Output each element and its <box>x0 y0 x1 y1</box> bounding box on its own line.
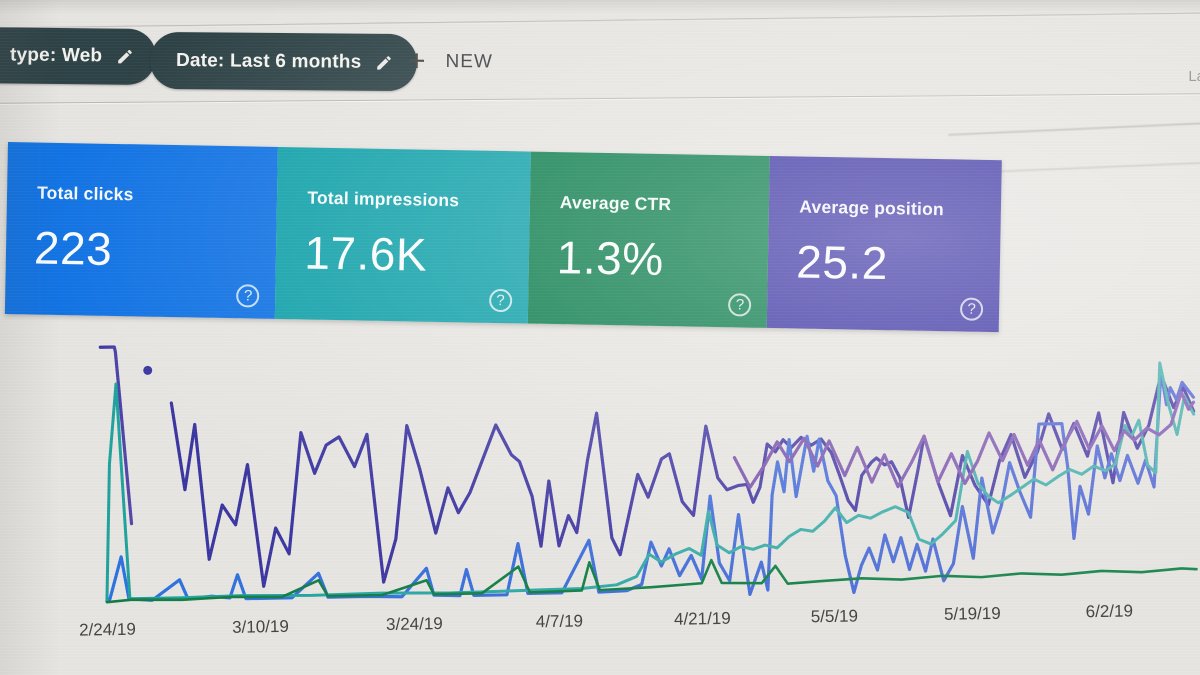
new-filter-label: NEW <box>445 50 493 73</box>
plus-icon: + <box>407 44 426 78</box>
help-icon[interactable]: ? <box>488 288 513 313</box>
violet-line <box>732 390 1196 489</box>
x-tick-label: 5/5/19 <box>810 606 859 627</box>
filter-chip-label: Date: Last 6 months <box>175 49 362 73</box>
x-tick-label: 3/24/19 <box>385 614 443 635</box>
metric-card-label: Total clicks <box>36 182 134 205</box>
x-tick-label: 4/21/19 <box>673 608 731 629</box>
metric-card-label: Total impressions <box>307 187 460 211</box>
x-tick-label: 5/19/19 <box>943 603 1001 624</box>
help-icon[interactable]: ? <box>959 297 984 321</box>
performance-chart-svg[interactable] <box>57 324 1200 615</box>
data-point-dot <box>143 365 153 375</box>
filter-chip-search-type[interactable]: type: Web <box>0 27 157 85</box>
metric-card-total-clicks[interactable]: Total clicks 223 ? <box>4 142 279 319</box>
cropped-text-top-right: La <box>1188 68 1200 85</box>
new-filter-button[interactable]: + NEW <box>402 44 499 79</box>
metric-card-value: 25.2 <box>795 235 889 290</box>
x-tick-label: 4/7/19 <box>535 611 584 632</box>
green-line <box>105 558 1198 604</box>
metric-card-label: Average position <box>799 196 945 220</box>
metric-card-value: 223 <box>33 221 113 275</box>
metric-card-average-ctr[interactable]: Average CTR 1.3% ? <box>527 151 771 328</box>
metric-card-value: 1.3% <box>556 231 665 286</box>
indigo-line <box>169 373 1196 588</box>
metric-card-label: Average CTR <box>559 192 672 215</box>
indigo-line <box>98 345 134 526</box>
pencil-icon[interactable] <box>375 53 393 71</box>
x-tick-label: 3/10/19 <box>231 616 289 637</box>
help-icon[interactable]: ? <box>728 293 752 317</box>
screen-reflection-streak <box>998 161 1200 173</box>
filter-chip-label: type: Web <box>9 44 103 67</box>
help-icon[interactable]: ? <box>236 284 260 308</box>
metric-card-value: 17.6K <box>303 226 428 281</box>
blue-line <box>105 370 1195 603</box>
x-tick-label: 2/24/19 <box>78 619 137 640</box>
filter-chip-date-range[interactable]: Date: Last 6 months <box>149 31 418 92</box>
metric-card-average-position[interactable]: Average position 25.2 ? <box>767 155 1002 333</box>
screen-reflection-streak <box>948 122 1200 136</box>
x-tick-label: 6/2/19 <box>1085 601 1134 622</box>
metric-card-total-impressions[interactable]: Total impressions 17.6K ? <box>275 146 531 324</box>
pencil-icon[interactable] <box>116 48 134 66</box>
performance-chart[interactable]: 2/24/19 3/10/19 3/24/19 4/7/19 4/21/19 5/5/19… <box>57 324 1200 645</box>
filter-toolbar: type: Web Date: Last 6 months + NEW La <box>0 0 1200 100</box>
metric-cards-row: Total clicks 223 ? Total impressions 17.… <box>4 142 1002 333</box>
